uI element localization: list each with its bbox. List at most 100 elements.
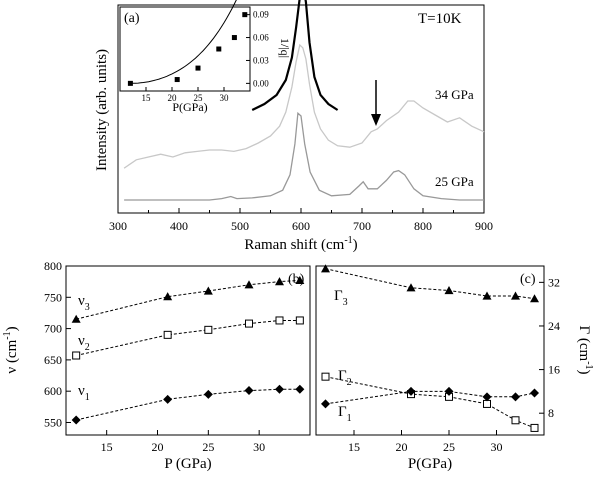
data-point [244, 280, 254, 289]
panel-a: (a) T=10K 300 400 500 600 700 800 900 34 GPa 2… [94, 0, 493, 253]
panel-b-frame [65, 265, 311, 436]
data-point [530, 423, 539, 432]
series-label: ν2 [78, 333, 90, 353]
data-point [71, 415, 81, 425]
spectrum-25-gpa [124, 111, 484, 201]
ytick-label: 550 [44, 415, 62, 429]
fit-curve [251, 0, 339, 111]
inset-xlabel: P(GPa) [172, 100, 207, 114]
series-label: Γ1 [338, 404, 352, 424]
series-line [325, 268, 535, 300]
data-point [406, 386, 416, 396]
data-point [163, 394, 173, 404]
data-point [511, 392, 520, 402]
data-point [244, 386, 254, 396]
inset-point [231, 35, 237, 41]
data-point [295, 316, 304, 325]
panel-b-xlabel: P (GPa) [164, 456, 211, 472]
inset-ylabel: 1/|q| [278, 38, 292, 58]
data-point [482, 392, 492, 402]
spectrum-34-gpa [123, 43, 485, 169]
inset-ytick-label: 0.06 [253, 33, 269, 43]
xtick-label: 15 [348, 440, 360, 454]
inset-xtick-label: 15 [142, 93, 152, 103]
inset-ytick-label: 0.09 [253, 10, 269, 20]
data-point [275, 316, 284, 325]
data-point [321, 372, 330, 381]
ytick-label: 24 [548, 319, 560, 333]
inset-point [242, 12, 248, 18]
inset-xtick-label: 25 [194, 93, 204, 103]
data-point [321, 264, 330, 273]
panel-a-xtick-label: 300 [109, 219, 127, 233]
data-point [530, 294, 539, 303]
data-point [511, 416, 520, 425]
data-point [203, 286, 213, 295]
panel-a-xlabel: Raman shift (cm-1) [244, 235, 357, 253]
xtick-label: 30 [491, 440, 503, 454]
xtick-label: 25 [443, 440, 455, 454]
panel-a-xtick-label: 900 [475, 219, 493, 233]
data-point [245, 319, 253, 328]
data-point [203, 389, 213, 399]
panel-b-label: (b) [288, 272, 305, 287]
xtick-label: 30 [253, 440, 265, 454]
series-line [76, 320, 300, 356]
inset-ytick-label: 0.03 [253, 55, 269, 65]
data-point [321, 399, 330, 409]
panel-a-xtick-label: 700 [353, 219, 371, 233]
data-point [444, 286, 454, 295]
ytick-label: 16 [548, 363, 560, 377]
inset-point [216, 46, 222, 52]
data-point [483, 399, 491, 408]
inset-xtick-label: 30 [220, 93, 230, 103]
data-point [511, 291, 520, 300]
inset-fit-curve [130, 0, 237, 84]
inset-point [195, 65, 201, 71]
inset: (a) 15 20 25 30 0.00 0.03 0.06 0.09 P(GPa) 1/|q… [119, 0, 292, 114]
panel-a-label-inset: (a) [124, 11, 140, 26]
xtick-label: 20 [396, 440, 408, 454]
panel-c: (c) 15 20 25 30 8 16 24 32 Γ3 Γ2 Γ1 P(GPa) Γ (cm-… [315, 264, 594, 472]
data-point [482, 291, 492, 300]
ytick-label: 750 [44, 290, 62, 304]
panel-c-xlabel: P(GPa) [408, 456, 452, 472]
data-point [163, 330, 172, 339]
label-34gpa: 34 GPa [435, 87, 474, 102]
xtick-label: 20 [152, 440, 164, 454]
data-point [72, 351, 81, 360]
xtick-label: 25 [202, 440, 214, 454]
data-point [295, 384, 305, 394]
series-label: ν3 [78, 293, 90, 313]
panel-a-ylabel: Intensity (arb. units) [94, 49, 110, 171]
series-label: Γ2 [338, 368, 352, 388]
series-line [76, 388, 300, 421]
panel-a-xtick-label: 800 [414, 219, 432, 233]
panel-c-frame [315, 265, 545, 436]
data-point [275, 384, 284, 394]
data-point [530, 388, 539, 398]
data-point [406, 283, 416, 292]
series-line [325, 390, 535, 405]
ytick-label: 700 [44, 322, 62, 336]
panel-a-xtick-label: 600 [292, 219, 310, 233]
inset-point [127, 80, 133, 86]
panel-b: (b) 15 20 25 30 550 600 650 700 750 800 ν3 ν2 ν1 P … [2, 259, 311, 472]
inset-point [174, 77, 180, 83]
panel-b-ylabel: ν (cm-1) [2, 326, 20, 373]
data-point [295, 275, 305, 284]
inset-ytick-label: 0.00 [253, 78, 269, 88]
inset-frame [119, 6, 251, 92]
data-point [204, 325, 213, 334]
panel-c-ylabel: Γ (cm-1) [576, 325, 594, 374]
series-line [76, 279, 300, 320]
ytick-label: 800 [44, 259, 62, 273]
panel-c-label: (c) [520, 272, 536, 287]
xtick-label: 15 [101, 440, 113, 454]
inset-xtick-label: 20 [168, 93, 178, 103]
panel-a-xtick-label: 400 [170, 219, 188, 233]
series-label: Γ3 [334, 288, 348, 308]
data-point [444, 386, 454, 396]
data-point [71, 314, 81, 323]
arrow-marker [371, 80, 381, 126]
